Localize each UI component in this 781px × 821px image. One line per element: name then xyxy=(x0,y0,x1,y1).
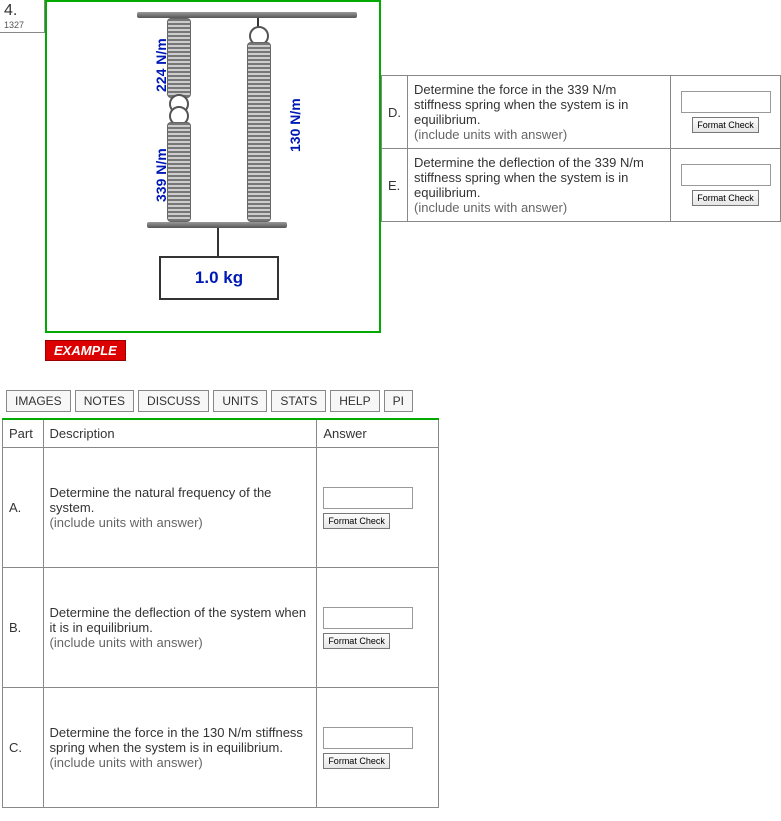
example-badge[interactable]: EXAMPLE xyxy=(45,340,126,361)
spring-130 xyxy=(247,42,271,222)
spring-224 xyxy=(167,18,191,98)
units-hint: (include units with answer) xyxy=(50,635,203,650)
answer-input-b[interactable] xyxy=(323,607,413,629)
spring-label-339: 339 N/m xyxy=(153,148,169,202)
question-number: 4. xyxy=(4,2,40,20)
connector xyxy=(217,228,219,258)
tab-units[interactable]: UNITS xyxy=(213,390,267,412)
tab-pi[interactable]: PI xyxy=(384,390,413,412)
units-hint: (include units with answer) xyxy=(414,127,567,142)
question-id: 1327 xyxy=(4,20,40,30)
part-description-e: Determine the deflection of the 339 N/m … xyxy=(408,149,671,222)
spring-label-224: 224 N/m xyxy=(153,38,169,92)
answer-input-a[interactable] xyxy=(323,487,413,509)
tabs-bar: IMAGES NOTES DISCUSS UNITS STATS HELP PI xyxy=(6,390,413,412)
format-check-button-c[interactable]: Format Check xyxy=(323,753,390,769)
part-label-b: B. xyxy=(3,568,44,688)
header-description: Description xyxy=(43,419,317,448)
header-part: Part xyxy=(3,419,44,448)
format-check-button-e[interactable]: Format Check xyxy=(692,190,759,206)
units-hint: (include units with answer) xyxy=(50,515,203,530)
part-label-c: C. xyxy=(3,688,44,808)
tab-stats[interactable]: STATS xyxy=(271,390,326,412)
part-description-d: Determine the force in the 339 N/m stiff… xyxy=(408,76,671,149)
part-description-a: Determine the natural frequency of the s… xyxy=(43,448,317,568)
tab-notes[interactable]: NOTES xyxy=(75,390,134,412)
diagram-frame: 1.0 kg 224 N/m 339 N/m 130 N/m xyxy=(45,0,381,333)
units-hint: (include units with answer) xyxy=(414,200,567,215)
part-description-b: Determine the deflection of the system w… xyxy=(43,568,317,688)
answer-input-e[interactable] xyxy=(681,164,771,186)
tab-images[interactable]: IMAGES xyxy=(6,390,71,412)
spring-339 xyxy=(167,122,191,222)
mass-box: 1.0 kg xyxy=(159,256,279,300)
format-check-button-b[interactable]: Format Check xyxy=(323,633,390,649)
units-hint: (include units with answer) xyxy=(50,755,203,770)
part-description-c: Determine the force in the 130 N/m stiff… xyxy=(43,688,317,808)
format-check-button-a[interactable]: Format Check xyxy=(323,513,390,529)
parts-table-right: D. Determine the force in the 339 N/m st… xyxy=(381,75,781,222)
part-label-a: A. xyxy=(3,448,44,568)
spring-label-130: 130 N/m xyxy=(287,98,303,152)
part-label-d: D. xyxy=(382,76,408,149)
tab-help[interactable]: HELP xyxy=(330,390,379,412)
parts-table-bottom: Part Description Answer A. Determine the… xyxy=(2,418,439,808)
answer-input-c[interactable] xyxy=(323,727,413,749)
header-answer: Answer xyxy=(317,419,439,448)
answer-input-d[interactable] xyxy=(681,91,771,113)
format-check-button-d[interactable]: Format Check xyxy=(692,117,759,133)
part-label-e: E. xyxy=(382,149,408,222)
tab-discuss[interactable]: DISCUSS xyxy=(138,390,209,412)
